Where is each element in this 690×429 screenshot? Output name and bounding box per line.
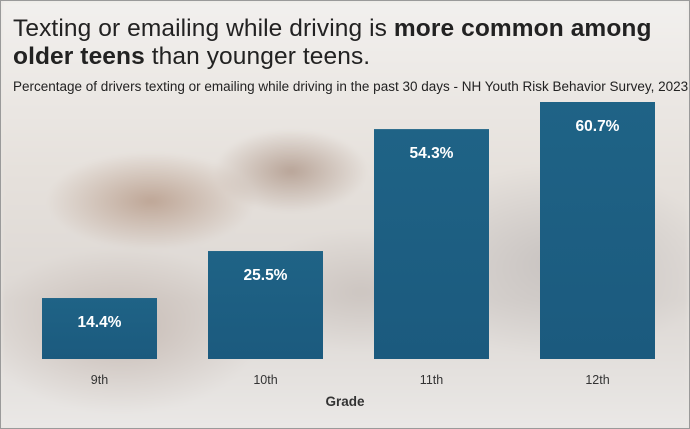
bar-11th — [374, 129, 489, 359]
title-emphasis-2: older teens — [13, 43, 145, 70]
x-tick-label-10th: 10th — [253, 373, 277, 387]
x-tick-label-12th: 12th — [585, 373, 609, 387]
x-tick-label-9th: 9th — [91, 373, 108, 387]
bar-12th — [540, 102, 655, 359]
title-part-2: than younger teens. — [144, 43, 371, 70]
title-emphasis-1: more common among — [393, 15, 652, 42]
x-axis-label: Grade — [325, 394, 365, 409]
title-part-1: Texting or emailing while driving is — [13, 15, 394, 42]
data-label-11th: 54.3% — [410, 145, 454, 162]
chart-title-line-1: Texting or emailing while driving is mor… — [13, 15, 652, 43]
data-label-10th: 25.5% — [244, 267, 288, 284]
bar-10th — [208, 251, 323, 359]
data-label-9th: 14.4% — [78, 314, 122, 331]
chart-title-line-2: older teens than younger teens. — [13, 43, 370, 71]
bar-9th — [42, 298, 157, 359]
x-tick-label-11th: 11th — [420, 373, 443, 387]
chart-subtitle: Percentage of drivers texting or emailin… — [13, 79, 689, 94]
data-label-12th: 60.7% — [576, 118, 620, 135]
